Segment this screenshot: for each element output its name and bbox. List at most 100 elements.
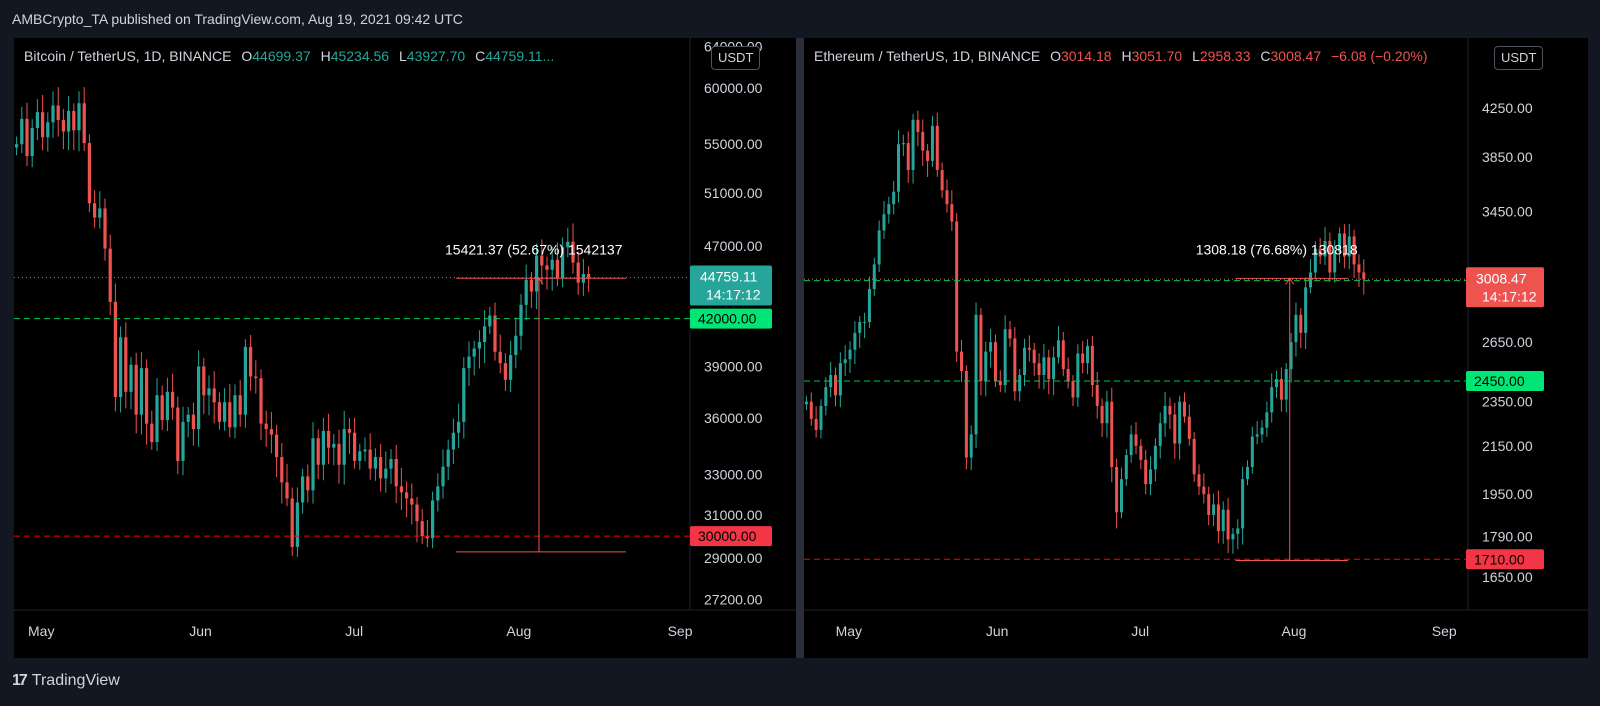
btc-candle (430, 491, 435, 549)
btc-candle (488, 306, 492, 335)
eth-candle-body (945, 190, 949, 205)
eth-candle-body (940, 170, 944, 191)
btc-y-tick: 36000.00 (704, 410, 763, 426)
eth-close: 3008.47 (1270, 48, 1322, 64)
eth-candle (1086, 339, 1090, 375)
btc-candle-body (176, 407, 180, 461)
btc-candle-body (191, 414, 196, 430)
btc-candle (139, 351, 144, 435)
eth-candle (834, 367, 838, 407)
eth-candle (1342, 224, 1346, 269)
eth-candle-body (814, 418, 818, 430)
btc-candle (238, 380, 242, 427)
btc-last-price-label: 44759.11 14:17:12 (690, 265, 772, 306)
eth-candle-body (1362, 272, 1366, 280)
eth-candlestick-chart[interactable]: 4250.00 3850.00 3450.00 2650.00 2350.00 2150.… (804, 38, 1588, 658)
btc-level-label: 30000.00 (690, 526, 772, 547)
eth-candle-body (843, 359, 847, 364)
eth-level-label: 2450.00 (1466, 371, 1544, 392)
eth-candle-body (1182, 401, 1186, 417)
eth-candle-body (1202, 486, 1206, 495)
eth-unit-button[interactable]: USDT (1494, 46, 1544, 70)
eth-candle (1289, 332, 1293, 383)
eth-high: 3051.70 (1131, 48, 1183, 64)
panel-divider[interactable] (796, 38, 804, 658)
btc-candlestick-chart[interactable]: 64000.0060000.0055000.0051000.0047000.00… (14, 38, 796, 658)
eth-candle-body (1100, 405, 1104, 424)
tradingview-logo[interactable]: 17 TradingView (12, 672, 120, 690)
btc-candle (389, 449, 393, 485)
btc-candle-body (51, 105, 55, 123)
eth-change: −6.08 (−0.20%) (1331, 48, 1428, 64)
btc-candle (82, 87, 86, 151)
eth-candle-body (1003, 329, 1007, 386)
eth-candle-body (926, 150, 930, 161)
btc-candle-body (384, 468, 388, 479)
eth-candle-body (984, 351, 988, 382)
btc-candle (467, 341, 471, 386)
btc-candle-body (150, 423, 154, 442)
eth-candle (964, 365, 968, 470)
btc-candle (321, 417, 326, 481)
btc-last-price-value: 44759.11 (700, 268, 758, 284)
btc-x-tick: Aug (506, 623, 531, 639)
btc-candle (274, 424, 279, 477)
btc-measure-arrow (534, 277, 544, 285)
eth-last-price-timer: 14:17:12 (1482, 288, 1537, 304)
eth-candle-body (1241, 479, 1245, 529)
eth-candle (872, 257, 876, 296)
btc-candle (186, 406, 190, 438)
eth-candle (1090, 335, 1094, 397)
eth-candle (843, 345, 847, 376)
btc-candle (61, 109, 66, 150)
btc-candle-body (212, 388, 216, 403)
eth-candle (1323, 226, 1327, 265)
btc-candle-body (61, 120, 66, 132)
btc-chart-panel[interactable]: Bitcoin / TetherUS, 1D, BINANCE O44699.3… (14, 38, 796, 658)
eth-chart-panel[interactable]: Ethereum / TetherUS, 1D, BINANCE O3014.1… (804, 38, 1588, 658)
btc-candle-body (576, 262, 580, 283)
btc-unit-button[interactable]: USDT (711, 46, 761, 70)
btc-candle-body (160, 395, 164, 421)
btc-candle-body (56, 105, 60, 121)
btc-candle (503, 353, 508, 391)
eth-y-tick: 1790.00 (1482, 529, 1533, 545)
eth-candle (853, 321, 857, 365)
btc-level-label: 42000.00 (690, 308, 772, 329)
eth-candle (1212, 493, 1216, 526)
eth-candle-body (1197, 474, 1201, 487)
btc-candle (264, 410, 268, 447)
btc-candle (560, 237, 565, 288)
eth-candle-body (1153, 445, 1157, 470)
btc-candle (46, 112, 50, 152)
btc-candle-body (108, 248, 112, 302)
eth-measure-area (1235, 278, 1308, 560)
eth-candle-body (979, 314, 983, 382)
btc-y-tick: 47000.00 (704, 238, 763, 254)
eth-candle (1338, 227, 1342, 263)
btc-candle (217, 392, 222, 430)
btc-candle-body (462, 368, 466, 422)
eth-candle-body (1042, 357, 1046, 376)
btc-candle-body (389, 458, 393, 469)
btc-candle (378, 444, 383, 492)
eth-candle-body (1270, 387, 1274, 413)
btc-candle (202, 357, 206, 415)
btc-candle (300, 468, 305, 514)
btc-candle-body (342, 429, 346, 465)
btc-y-tick: 29000.00 (704, 550, 763, 566)
btc-candle (243, 339, 248, 428)
btc-candle-body (139, 368, 144, 415)
eth-candle (882, 201, 886, 239)
btc-candle (326, 413, 331, 465)
eth-x-tick: Jun (986, 623, 1009, 639)
eth-candle-body (872, 264, 876, 289)
eth-candle-body (1027, 347, 1031, 350)
eth-candle-body (1226, 509, 1230, 540)
eth-candle-body (1328, 240, 1332, 273)
btc-y-tick: 60000.00 (704, 80, 763, 96)
eth-last-price-label: 3008.47 14:17:12 (1466, 267, 1544, 308)
eth-candle (1333, 240, 1337, 283)
eth-level-label-text: 1710.00 (1474, 551, 1525, 567)
eth-candle (1245, 460, 1249, 486)
